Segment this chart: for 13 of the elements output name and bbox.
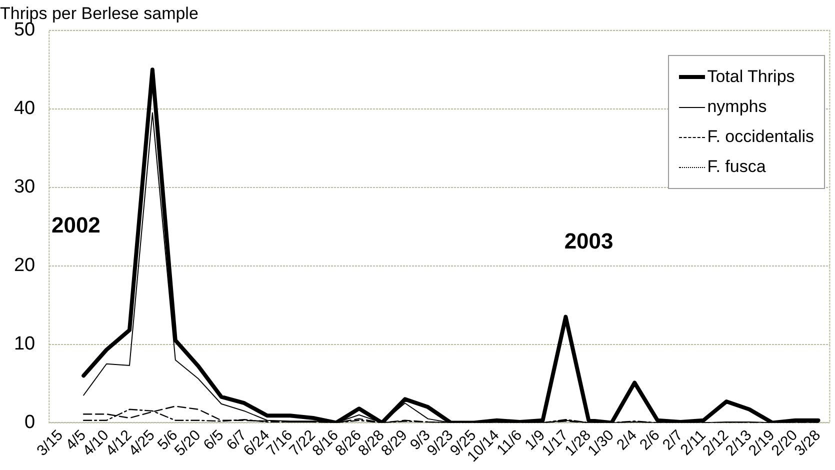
x-tick-label: 6/5 xyxy=(200,426,228,454)
annotation: 2002 xyxy=(51,212,100,238)
legend-label: F. occidentalis xyxy=(707,127,814,147)
y-tick-label: 30 xyxy=(14,176,36,198)
legend-label: nymphs xyxy=(707,97,767,117)
y-tick-label: 20 xyxy=(14,255,36,276)
y-tick-label: 0 xyxy=(24,412,36,433)
annotation: 2003 xyxy=(564,228,614,254)
y-tick-label: 10 xyxy=(14,334,36,354)
y-tick-label: 40 xyxy=(14,98,36,120)
legend-label: F. fusca xyxy=(707,157,766,177)
legend-label: Total Thrips xyxy=(707,67,795,87)
chart-title: Thrips per Berlese sample xyxy=(0,4,198,23)
